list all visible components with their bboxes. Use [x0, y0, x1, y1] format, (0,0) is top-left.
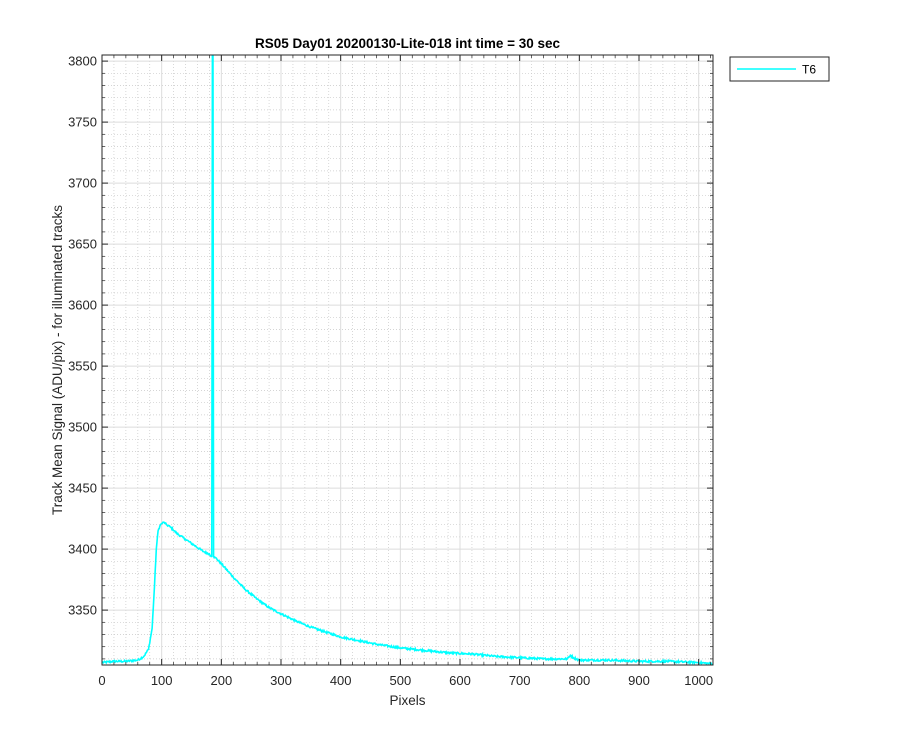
y-tick-label: 3650: [68, 237, 97, 252]
legend-label: T6: [802, 63, 816, 77]
x-tick-label: 100: [151, 673, 173, 688]
y-tick-label: 3800: [68, 54, 97, 69]
x-tick-label: 0: [98, 673, 105, 688]
y-tick-label: 3750: [68, 115, 97, 130]
x-tick-label: 200: [210, 673, 232, 688]
y-tick-labels: 3350 3400 3450 3500 3550 3600 3650 3700 3750 3800: [68, 54, 97, 618]
chart-title: RS05 Day01 20200130-Lite-018 int time = …: [255, 36, 561, 51]
x-tick-label: 300: [270, 673, 292, 688]
x-tick-label: 600: [449, 673, 471, 688]
series-layer: [102, 55, 713, 665]
y-tick-label: 3400: [68, 542, 97, 557]
y-axis-label: Track Mean Signal (ADU/pix) - for illumi…: [50, 205, 65, 515]
x-tick-label: 400: [330, 673, 352, 688]
y-tick-label: 3500: [68, 420, 97, 435]
legend: T6: [729, 56, 830, 82]
x-tick-labels: 0 100 200 300 400 500 600 700 800 900 1000: [98, 673, 713, 688]
series-line-t6: [102, 55, 713, 665]
x-tick-label: 800: [568, 673, 590, 688]
x-tick-label: 900: [628, 673, 650, 688]
x-axis-label: Pixels: [389, 693, 425, 708]
plot-area: [102, 55, 713, 665]
x-tick-label: 700: [509, 673, 531, 688]
plot-frame: [101, 54, 714, 666]
y-tick-label: 3700: [68, 176, 97, 191]
major-grid: [101, 55, 713, 665]
x-tick-label: 1000: [684, 673, 713, 688]
y-tick-label: 3350: [68, 603, 97, 618]
x-tick-label: 500: [389, 673, 411, 688]
axis-ticks: [101, 55, 713, 665]
y-tick-label: 3600: [68, 298, 97, 313]
y-tick-label: 3450: [68, 481, 97, 496]
y-tick-label: 3550: [68, 359, 97, 374]
